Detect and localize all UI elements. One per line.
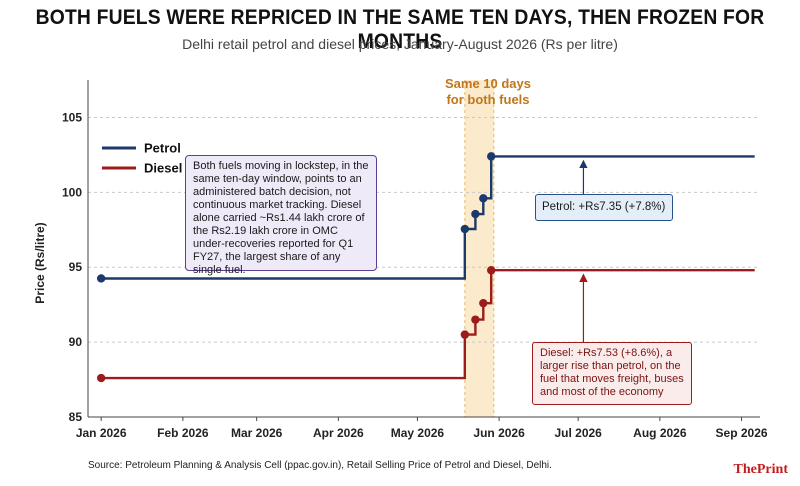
petrol-point xyxy=(460,224,470,234)
petrol-change-box: Petrol: +Rs7.35 (+7.8%) xyxy=(535,194,673,221)
x-tick-label: Aug 2026 xyxy=(633,426,687,440)
band-label-line2: for both fuels xyxy=(446,92,529,107)
diesel-point xyxy=(487,266,496,275)
legend-label-petrol: Petrol xyxy=(144,141,181,156)
x-tick-label: Mar 2026 xyxy=(231,426,283,440)
y-tick-label: 90 xyxy=(69,335,83,349)
diesel-point xyxy=(479,298,488,308)
x-tick-label: May 2026 xyxy=(391,426,445,440)
diesel-change-box: Diesel: +Rs7.53 (+8.6%), a larger rise t… xyxy=(532,342,692,405)
petrol-point xyxy=(487,152,496,161)
highlight-band xyxy=(464,80,494,417)
highlight-band-layer xyxy=(464,80,495,417)
y-tick-label: 85 xyxy=(69,410,83,424)
petrol-point xyxy=(96,274,106,283)
diesel-point xyxy=(460,330,470,339)
x-tick-label: Apr 2026 xyxy=(313,426,364,440)
lockstep-annotation-box: Both fuels moving in lockstep, in the sa… xyxy=(185,155,377,276)
y-tick-label: 105 xyxy=(62,110,82,124)
legend: Petrol Diesel xyxy=(102,141,182,176)
y-tick-label: 100 xyxy=(62,185,82,199)
lockstep-annotation-text: Both fuels moving in lockstep, in the sa… xyxy=(193,160,369,276)
x-tick-label: Jul 2026 xyxy=(554,426,602,440)
source-note: Source: Petroleum Planning & Analysis Ce… xyxy=(88,460,552,471)
chart-title: BOTH FUELS WERE REPRICED IN THE SAME TEN… xyxy=(35,6,765,53)
band-label-line1: Same 10 days xyxy=(445,76,531,91)
chart-subtitle: Delhi retail petrol and diesel prices, J… xyxy=(182,36,618,52)
diesel-change-text: Diesel: +Rs7.53 (+8.6%), a larger rise t… xyxy=(540,347,684,398)
petrol-point xyxy=(479,194,488,203)
x-tick-label: Jan 2026 xyxy=(76,426,127,440)
legend-label-diesel: Diesel xyxy=(144,161,182,176)
diesel-point xyxy=(471,315,480,324)
petrol-point xyxy=(471,209,480,219)
y-axis-label: Price (Rs/litre) xyxy=(33,222,47,303)
x-tick-label: Jun 2026 xyxy=(473,426,525,440)
diesel-point xyxy=(96,373,106,383)
petrol-change-text: Petrol: +Rs7.35 (+7.8%) xyxy=(542,201,666,213)
axis-layer: 85 90 95 100 105 Jan 2026 Feb 2026 Mar 2026 Apr … xyxy=(62,80,768,440)
x-tick-label: Sep 2026 xyxy=(716,426,768,440)
x-tick-label: Feb 2026 xyxy=(157,426,209,440)
y-tick-label: 95 xyxy=(69,260,83,274)
series-layer xyxy=(96,152,755,383)
brand-logo: ThePrint xyxy=(733,462,788,477)
